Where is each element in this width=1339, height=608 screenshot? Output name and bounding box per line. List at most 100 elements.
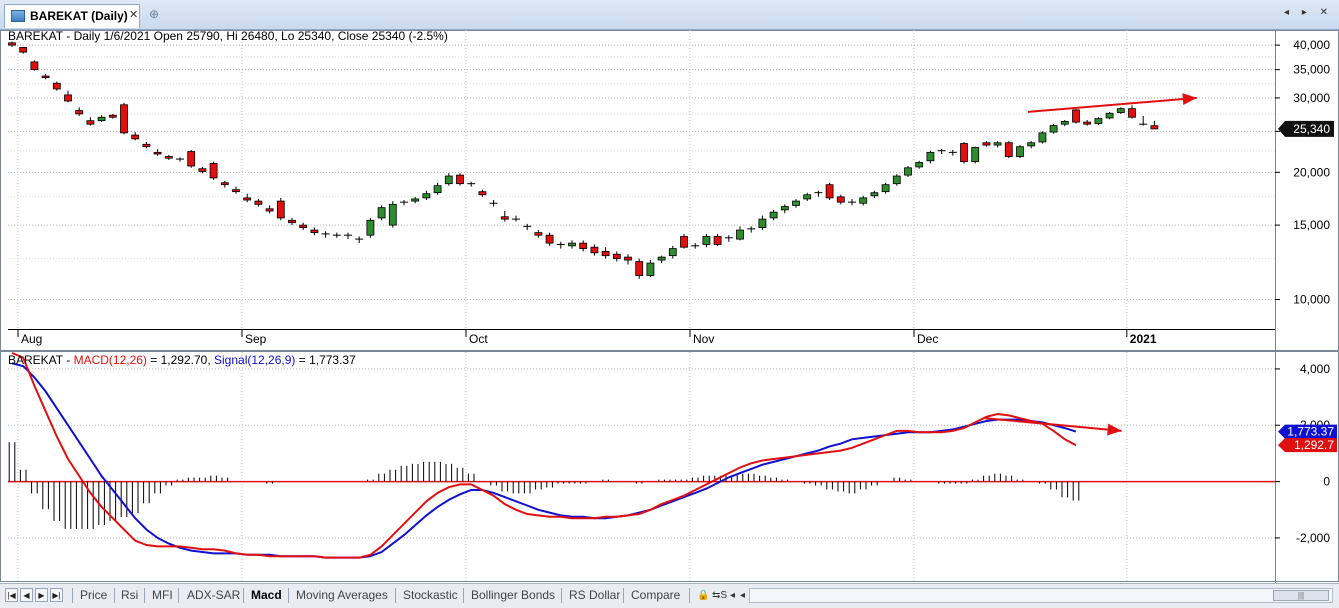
tab-macd[interactable]: Macd <box>251 588 282 602</box>
candle-body <box>366 219 375 236</box>
close-tab-icon[interactable]: ✕ <box>129 9 139 21</box>
candle-body <box>601 250 610 257</box>
macd-trend-arrow-shaft <box>985 417 1122 432</box>
candle-body <box>131 134 140 140</box>
candle-body <box>668 248 677 257</box>
month-label: Nov <box>693 332 714 346</box>
price-chart-title: BAREKAT - Daily 1/6/2021 Open 25790, Hi … <box>8 30 448 43</box>
macd-title-prefix: BAREKAT - <box>8 353 74 367</box>
candle-body <box>534 232 543 236</box>
window-controls[interactable]: ◂ ▸ ✕ <box>1284 7 1333 18</box>
tab-moving-averages[interactable]: Moving Averages <box>296 588 388 602</box>
tab-rs-dollar[interactable]: RS Dollar <box>569 588 621 602</box>
price-tick-label: 35,000 <box>1293 63 1330 77</box>
candle-body <box>108 114 117 118</box>
candle-body <box>702 236 711 245</box>
tab-mfi[interactable]: MFI <box>152 588 173 602</box>
month-label: Dec <box>917 332 938 346</box>
tab-separator <box>144 588 145 603</box>
candle-body <box>915 162 924 168</box>
candle-body <box>612 253 621 259</box>
horizontal-scrollbar[interactable]: ||| <box>749 588 1333 603</box>
chart-area: 10,00015,00020,00025,00030,00035,00040,0… <box>0 30 1339 583</box>
candle-body <box>444 175 453 185</box>
lock-icon[interactable]: 🔒 <box>697 590 710 601</box>
tab-separator <box>623 588 624 603</box>
candle-body <box>8 42 16 46</box>
candle-body <box>646 262 655 276</box>
candle-body <box>142 143 151 148</box>
candle-body <box>1128 108 1136 118</box>
candle-body <box>41 75 50 79</box>
macd-trend-arrow-head <box>1107 423 1122 436</box>
candle-body <box>75 110 84 115</box>
new-tab-icon[interactable]: ⊕ <box>149 7 160 21</box>
candle-body <box>993 142 1002 146</box>
candle-body <box>1116 108 1125 113</box>
candle-body <box>892 175 901 185</box>
candle-body <box>19 47 28 53</box>
last-price-badge <box>1278 120 1334 137</box>
tab-separator <box>243 588 244 603</box>
candle-body <box>758 218 767 228</box>
chart-tab[interactable]: BAREKAT (Daily) ✕ <box>4 4 140 28</box>
tab-separator <box>72 588 73 603</box>
window-titlebar: BAREKAT (Daily) ✕ ⊕ ◂ ▸ ✕ <box>0 0 1339 30</box>
macd-line <box>11 352 1077 559</box>
signal-line <box>11 362 1077 559</box>
candle-body <box>64 94 72 102</box>
scroll-left-icon[interactable]: ◂ <box>740 590 746 601</box>
candle-body <box>713 236 722 245</box>
candle-body <box>209 162 218 179</box>
last-tab-button[interactable]: ▶| <box>50 588 63 602</box>
macd-tick-label: 4,000 <box>1300 362 1330 376</box>
chart-tab-title: BAREKAT (Daily) <box>30 9 128 23</box>
candle-body <box>478 191 487 196</box>
candle-body <box>232 189 240 193</box>
prev-tab-button[interactable]: ◀ <box>20 588 33 602</box>
candle-body <box>1083 121 1092 125</box>
bottom-tab-bar: |◀ ◀ ▶ ▶| Price Rsi MFI ADX-SAR Macd Mov… <box>0 583 1339 608</box>
candle-body <box>803 194 812 200</box>
candle-body <box>1150 125 1159 130</box>
sync-icon[interactable]: ⇆S <box>712 590 728 601</box>
tab-stockastic[interactable]: Stockastic <box>403 588 458 602</box>
candle-body <box>310 229 319 234</box>
tab-rsi[interactable]: Rsi <box>121 588 139 602</box>
tab-bollinger-bonds[interactable]: Bollinger Bonds <box>471 588 556 602</box>
candle-body <box>982 142 991 146</box>
candle-body <box>164 156 173 159</box>
candle-body <box>377 207 386 219</box>
candle-body <box>276 200 285 219</box>
price-tick-label: 30,000 <box>1293 91 1330 105</box>
candle-body <box>1094 118 1103 124</box>
candle-body <box>1049 125 1058 133</box>
candle-body <box>568 242 576 247</box>
tab-separator <box>689 588 690 603</box>
collapse-icon[interactable]: ◂ <box>730 590 736 601</box>
next-tab-button[interactable]: ▶ <box>35 588 48 602</box>
candle-body <box>960 143 968 163</box>
candle-body <box>1060 120 1069 125</box>
candle-body <box>1072 109 1080 123</box>
candle-body <box>500 216 509 220</box>
last-price-label: 25,340 <box>1293 122 1330 136</box>
candle-body <box>769 211 778 219</box>
candle-body <box>1038 132 1047 143</box>
tab-compare[interactable]: Compare <box>631 588 681 602</box>
candle-body <box>904 167 912 176</box>
tab-price[interactable]: Price <box>80 588 108 602</box>
macd-pane-frame <box>0 351 1339 582</box>
first-tab-button[interactable]: |◀ <box>5 588 18 602</box>
candle-body <box>736 229 744 240</box>
tab-adx-sar[interactable]: ADX-SAR <box>187 588 241 602</box>
tab-separator <box>178 588 179 603</box>
candle-body <box>926 151 935 162</box>
candle-body <box>680 236 688 248</box>
macd-value-badge <box>1278 438 1337 453</box>
macd-chart-title: BAREKAT - MACD(12,26) = 1,292.70, Signal… <box>8 353 356 367</box>
candle-body <box>411 198 420 202</box>
scrollbar-thumb[interactable]: ||| <box>1273 590 1329 601</box>
month-label: 2021 <box>1130 332 1157 346</box>
price-tick-label: 15,000 <box>1293 218 1330 232</box>
